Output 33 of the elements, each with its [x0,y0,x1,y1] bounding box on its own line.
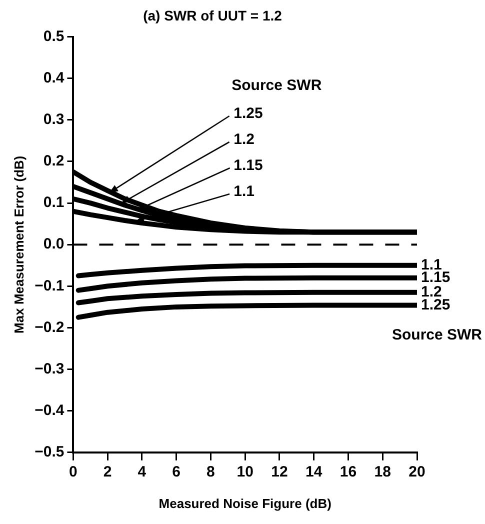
y-tick-label: 0.1 [43,194,64,212]
x-tick-label: 10 [236,464,254,481]
y-tick-label: −0.1 [34,277,64,294]
series-label: 1.15 [421,268,450,286]
annotation: 1.1 [234,182,254,200]
x-tick-label: 20 [408,464,426,481]
annotation: 1.25 [234,104,263,122]
x-tick-label: 0 [69,464,78,481]
chart-title: (a) SWR of UUT = 1.2 [143,7,282,24]
x-tick-label: 4 [138,464,147,481]
x-axis-title: Measured Noise Figure (dB) [158,496,332,511]
annotation: 1.2 [234,130,254,148]
y-tick-label: −0.4 [34,402,65,419]
y-tick-label: 0.3 [43,111,64,128]
y-axis-title: Max Measurement Error (dB) [11,156,26,334]
annotation: 1.15 [234,156,263,174]
y-tick-label: 0.4 [43,70,65,86]
y-tick-label: −0.3 [34,360,64,378]
y-tick-label: 0.0 [43,236,64,253]
annotation: Source SWR [232,76,322,94]
y-tick-label: 0.2 [43,152,64,170]
annotation: Source SWR [392,326,482,344]
x-tick-label: 14 [306,464,323,481]
series-label: 1.25 [421,296,450,314]
x-tick-label: 2 [103,464,112,481]
y-tick-label: −0.2 [34,318,64,336]
x-tick-label: 8 [206,464,215,481]
x-tick-label: 18 [374,464,391,481]
y-tick-label: 0.5 [43,28,64,45]
x-tick-label: 16 [340,464,357,481]
y-tick-label: −0.5 [34,444,64,461]
x-tick-label: 12 [271,464,288,481]
x-tick-label: 6 [172,464,181,481]
